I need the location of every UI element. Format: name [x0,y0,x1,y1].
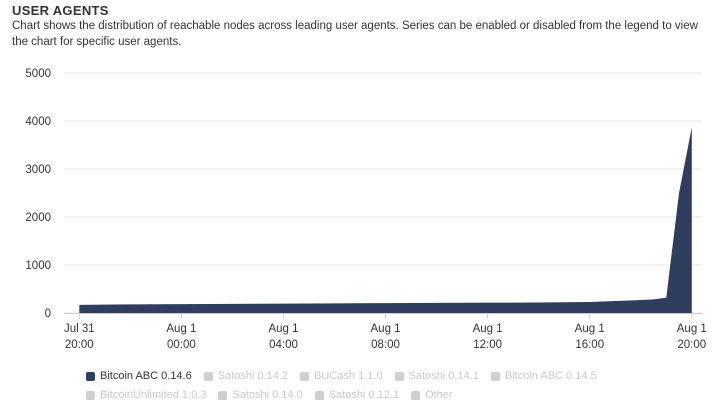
x-tick-label-date: Aug 1 [371,323,401,335]
legend-item[interactable]: Satoshi 0.14.0 [218,387,303,404]
legend-label: Other [425,389,453,401]
chart-description: Chart shows the distribution of reachabl… [12,20,698,48]
legend-item[interactable]: Bitcoin ABC 0.14.6 [86,368,192,385]
legend-item[interactable]: Satoshi 0.14.1 [394,368,479,385]
legend-swatch [86,372,95,381]
y-tick-label: 5000 [25,68,51,80]
legend-swatch [314,391,324,400]
legend-item[interactable]: Other [411,387,453,404]
legend-item[interactable]: BitcoinUnlimited 1.0.3 [86,387,206,404]
y-axis-ticks: 0 1000 2000 3000 4000 5000 [25,68,51,320]
y-tick-label: 1000 [25,260,51,272]
x-tick-label-date: Aug 1 [677,323,707,335]
y-tick-label: 0 [45,308,51,320]
x-tick-label-date: Aug 1 [166,323,196,335]
x-tick-label-time: 20:00 [65,339,94,351]
legend-swatch [300,372,310,381]
x-tick-label-time: 12:00 [473,339,502,351]
legend-swatch [411,391,421,400]
y-tick-label: 4000 [25,116,51,128]
legend-item[interactable]: Bitcoin ABC 0.14.5 [490,368,597,385]
chart-title: USER AGENTS [12,3,109,18]
series-area-0[interactable] [79,127,692,314]
legend-label: BUCash 1.1.0 [314,370,383,382]
x-tick-label-time: 00:00 [167,339,196,351]
legend-label: Bitcoin ABC 0.14.5 [504,370,597,382]
x-tick-label-time: 04:00 [269,339,298,351]
x-tick-label-date: Aug 1 [473,323,503,335]
y-tick-label: 3000 [25,164,51,176]
legend-item[interactable]: Satoshi 0.12.1 [314,387,400,404]
legend-swatch [203,372,213,381]
x-tick-label-date: Jul 31 [64,323,95,335]
x-axis-ticks: Jul 31 20:00 Aug 1 00:00 Aug 1 04:00 Aug 1 08:0… [64,313,707,351]
legend-label: Satoshi 0.14.1 [408,370,479,382]
legend-item[interactable]: Satoshi 0.14.2 [203,368,289,385]
legend-label: Satoshi 0.14.2 [217,370,289,382]
legend-swatch [394,372,404,381]
legend-label: BitcoinUnlimited 1.0.3 [100,389,207,401]
legend-swatch [86,391,95,400]
legend-swatch [218,391,228,400]
legend-label: Satoshi 0.12.1 [328,389,400,401]
legend-item[interactable]: BUCash 1.1.0 [300,368,383,385]
user-agents-chart: 0 1000 2000 3000 4000 5000 Jul 31 20:00 Aug 1 00… [25,68,707,351]
legend-swatch [490,372,500,381]
legend-label: Satoshi 0.14.0 [232,389,303,401]
x-tick-label-time: 08:00 [371,339,400,351]
y-tick-label: 2000 [25,212,51,224]
x-tick-label-date: Aug 1 [575,323,605,335]
x-tick-label-time: 20:00 [677,339,706,351]
x-tick-label-time: 16:00 [575,339,604,351]
x-tick-label-date: Aug 1 [268,323,298,335]
grid-lines [64,72,702,314]
series-layer [79,127,692,314]
legend-label: Bitcoin ABC 0.14.6 [100,370,192,382]
chart-legend: Bitcoin ABC 0.14.6 Satoshi 0.14.2 BUCash 1… [86,368,706,406]
